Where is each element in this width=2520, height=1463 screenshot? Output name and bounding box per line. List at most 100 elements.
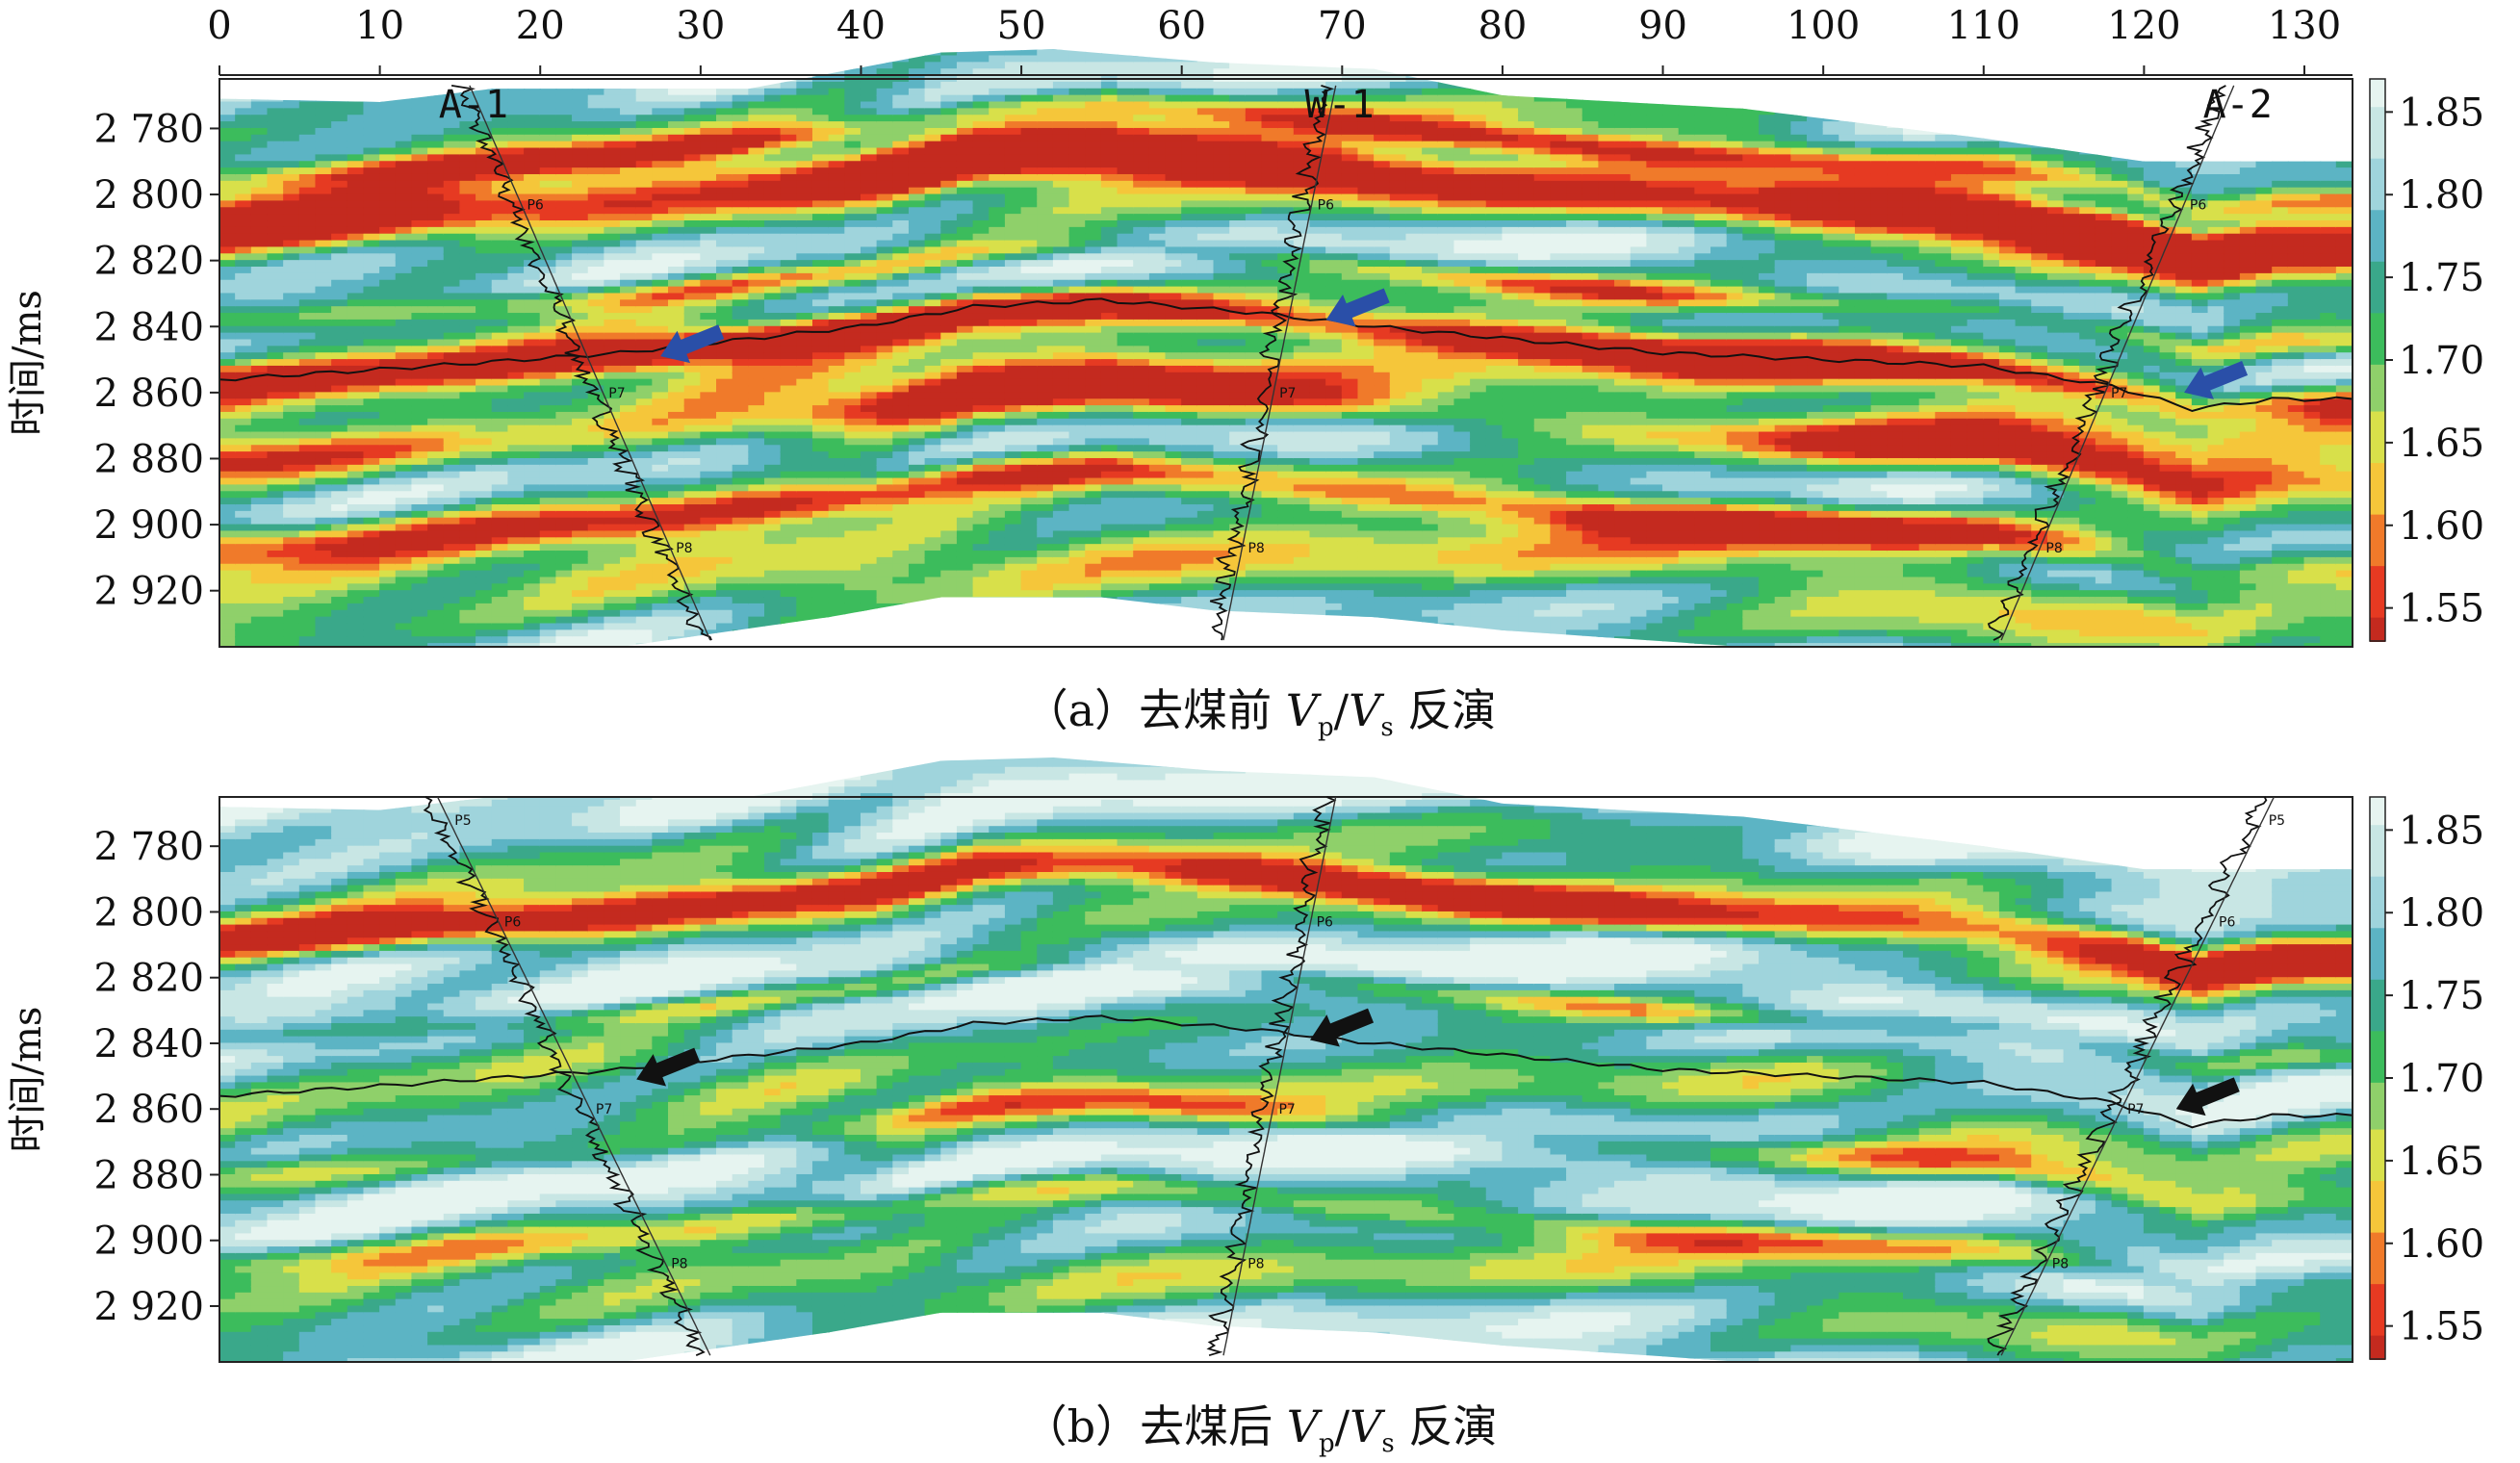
x-tick-label: 80 <box>1478 4 1527 48</box>
y-tick-label: 2 800 <box>93 890 204 935</box>
colorbar-tick-label: 1.65 <box>2399 422 2484 466</box>
well-well-3: P5 P6 P7 P8 <box>1987 796 2285 1356</box>
y-tick-label: 2 800 <box>93 173 204 218</box>
colorbar-tick-label: 1.75 <box>2399 974 2484 1018</box>
well-marker-label: P5 <box>454 813 471 829</box>
y-tick-label: 2 880 <box>93 1153 204 1197</box>
arrow-icon <box>2175 1077 2240 1116</box>
y-tick-label: 2 920 <box>93 1285 204 1329</box>
x-tick-label: 30 <box>676 4 725 48</box>
y-tick-label: 2 840 <box>93 305 204 349</box>
colorbar-tick-label: 1.65 <box>2399 1140 2484 1184</box>
arrow-icon <box>1325 288 1390 327</box>
colorbar-tick-label: 1.60 <box>2399 504 2484 549</box>
y-tick-label: 2 780 <box>93 107 204 151</box>
arrow-icon <box>660 324 725 364</box>
x-tick-label: 110 <box>1947 4 2020 48</box>
y-tick-label: 2 880 <box>93 437 204 481</box>
well-marker-label: P7 <box>608 386 625 401</box>
well-marker-label: P7 <box>2111 386 2127 401</box>
panel-b: P5 P6 P7 P8 P6 P7 P8 P5 P6 P7 P8 2 780 2 800 2 820 2 8… <box>6 757 2484 1363</box>
x-tick-label: 70 <box>1318 4 1367 48</box>
well-well-1: P5 P6 P7 P8 <box>423 796 711 1357</box>
colorbar: 1.85 1.80 1.75 1.70 1.65 1.60 1.55 <box>2369 78 2484 642</box>
well-marker-label: P8 <box>671 1257 687 1272</box>
colorbar-tick-label: 1.80 <box>2399 173 2484 218</box>
arrow-icon <box>2184 360 2249 399</box>
well-marker-label: P8 <box>1247 1257 1264 1272</box>
well-marker-label: P6 <box>504 915 521 931</box>
x-tick-label: 60 <box>1157 4 1206 48</box>
y-axis-label: 时间/ms <box>6 1007 50 1153</box>
colorbar-tick-label: 1.75 <box>2399 256 2484 300</box>
well-marker-label: P6 <box>2219 915 2235 931</box>
arrow-icon <box>636 1047 701 1087</box>
well-path <box>2000 85 2235 641</box>
well-path <box>2000 796 2276 1356</box>
x-tick-label: 40 <box>836 4 886 48</box>
colorbar-tick-label: 1.80 <box>2399 891 2484 936</box>
caption-b: （b）去煤后 Vp/Vs 反演 <box>0 1392 2520 1458</box>
y-axis: 2 780 2 800 2 820 2 840 2 860 2 880 2 900 2 920… <box>6 107 219 614</box>
y-tick-label: 2 900 <box>93 1219 204 1264</box>
well-marker-label: P6 <box>1318 197 1334 213</box>
plot-frame <box>219 78 2353 648</box>
well-marker-label: P6 <box>1317 915 1333 931</box>
well-A-2: P6 P7 P8 A-2 <box>1987 83 2273 641</box>
well-marker-label: P7 <box>1278 1102 1295 1117</box>
well-path <box>1222 85 1337 641</box>
well-marker-label: P7 <box>2127 1102 2144 1117</box>
well-path <box>436 796 711 1356</box>
well-marker-label: P8 <box>2052 1257 2069 1272</box>
well-marker-label: P8 <box>1247 541 1264 556</box>
well-path <box>1222 796 1337 1356</box>
y-tick-label: 2 820 <box>93 957 204 1001</box>
y-tick-label: 2 840 <box>93 1022 204 1066</box>
arrow-icon <box>1309 1008 1375 1047</box>
y-tick-label: 2 780 <box>93 825 204 869</box>
x-tick-label: 20 <box>516 4 565 48</box>
caption-a: （a）去煤前 Vp/Vs 反演 <box>0 676 2520 742</box>
colorbar-tick-label: 1.85 <box>2399 808 2484 853</box>
x-tick-label: 50 <box>997 4 1046 48</box>
well-path <box>469 85 711 641</box>
well-marker-label: P5 <box>2269 813 2285 829</box>
well-log-curve <box>1209 85 1335 641</box>
colorbar-tick-label: 1.60 <box>2399 1222 2484 1267</box>
well-well-2: P6 P7 P8 <box>1206 796 1337 1357</box>
y-tick-label: 2 860 <box>93 1088 204 1132</box>
x-tick-label: 90 <box>1638 4 1687 48</box>
y-axis: 2 780 2 800 2 820 2 840 2 860 2 880 2 900 2 920… <box>6 825 219 1329</box>
well-marker-label: P6 <box>2190 197 2206 213</box>
colorbar: 1.85 1.80 1.75 1.70 1.65 1.60 1.55 <box>2369 796 2484 1360</box>
x-tick-label: 130 <box>2268 4 2341 48</box>
well-name: A-1 <box>439 83 508 127</box>
y-tick-label: 2 820 <box>93 240 204 284</box>
well-A-1: P6 P7 P8 A-1 <box>439 83 712 641</box>
x-tick-label: 0 <box>207 4 231 48</box>
y-axis-label: 时间/ms <box>6 290 50 436</box>
y-tick-label: 2 900 <box>93 503 204 548</box>
plot-frame <box>219 796 2353 1363</box>
well-name: W-1 <box>1305 83 1375 127</box>
well-log-curve <box>1206 796 1337 1357</box>
well-marker-label: P7 <box>1279 386 1296 401</box>
well-marker-label: P7 <box>596 1102 612 1117</box>
x-tick-label: 120 <box>2107 4 2180 48</box>
horizon-line <box>219 1014 2353 1129</box>
colorbar-tick-label: 1.70 <box>2399 1057 2484 1101</box>
colorbar-tick-label: 1.55 <box>2399 587 2484 631</box>
well-log-curve <box>1987 796 2268 1356</box>
well-marker-label: P8 <box>676 541 692 556</box>
x-tick-label: 100 <box>1787 4 1860 48</box>
well-log-curve <box>423 796 706 1357</box>
x-axis: 0 10 20 30 40 50 60 70 80 90 100 110 120 130 <box>207 4 2353 76</box>
well-name: A-2 <box>2203 83 2273 127</box>
well-W-1: P6 P7 P8 W-1 <box>1209 83 1375 641</box>
x-tick-label: 10 <box>355 4 404 48</box>
colorbar-tick-label: 1.55 <box>2399 1305 2484 1349</box>
y-tick-label: 2 860 <box>93 372 204 416</box>
colorbar-tick-label: 1.70 <box>2399 339 2484 383</box>
colorbar-tick-label: 1.85 <box>2399 90 2484 135</box>
